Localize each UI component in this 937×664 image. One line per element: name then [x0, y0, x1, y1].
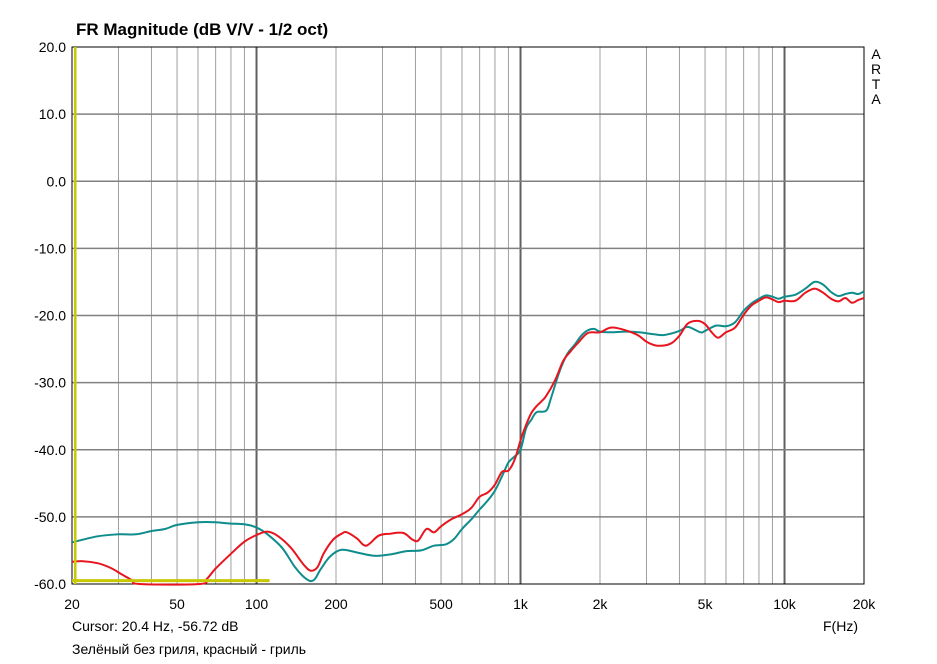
- x-tick-label: 20: [64, 596, 80, 612]
- x-tick-label: 10k: [773, 596, 797, 612]
- y-tick-label: -10.0: [34, 240, 66, 256]
- y-tick-label: -30.0: [34, 375, 66, 391]
- brand-letter: A: [871, 46, 881, 62]
- y-tick-label: 0.0: [47, 173, 67, 189]
- y-tick-label: -40.0: [34, 442, 66, 458]
- x-tick-label: 50: [169, 596, 185, 612]
- x-tick-label: 100: [245, 596, 269, 612]
- y-tick-label: -50.0: [34, 509, 66, 525]
- y-tick-label: -20.0: [34, 308, 66, 324]
- x-tick-labels: 20 50 100 200 500 1k 2k 5k 10k 20k: [64, 596, 876, 612]
- x-tick-label: 200: [324, 596, 348, 612]
- brand-letter: R: [870, 61, 882, 77]
- x-tick-label: 5k: [698, 596, 714, 612]
- x-tick-label: 2k: [593, 596, 609, 612]
- brand-letter: T: [871, 76, 881, 92]
- brand-label: A R T A: [869, 47, 883, 107]
- series-line-green: [71, 280, 865, 583]
- grid-major: [72, 47, 864, 584]
- chart-title: FR Magnitude (dB V/V - 1/2 oct): [76, 20, 329, 39]
- cursor-readout: Cursor: 20.4 Hz, -56.72 dB: [72, 618, 239, 634]
- x-tick-label: 1k: [513, 596, 529, 612]
- x-axis-label: F(Hz): [823, 618, 858, 634]
- caption: Зелёный без гриля, красный - гриль: [72, 641, 307, 657]
- y-tick-label: 20.0: [39, 39, 66, 55]
- y-tick-labels: 20.0 10.0 0.0 -10.0 -20.0 -30.0 -40.0 -50.0 -60.…: [34, 39, 66, 592]
- x-tick-label: 500: [429, 596, 453, 612]
- x-tick-label: 20k: [853, 596, 877, 612]
- plot-frame: [71, 46, 865, 585]
- series-layer: [71, 280, 865, 586]
- y-tick-label: 10.0: [39, 106, 66, 122]
- brand-letter: A: [871, 91, 881, 107]
- cursor-layer: [72, 47, 270, 584]
- y-tick-label: -60.0: [34, 576, 66, 592]
- series-line-red: [71, 287, 865, 586]
